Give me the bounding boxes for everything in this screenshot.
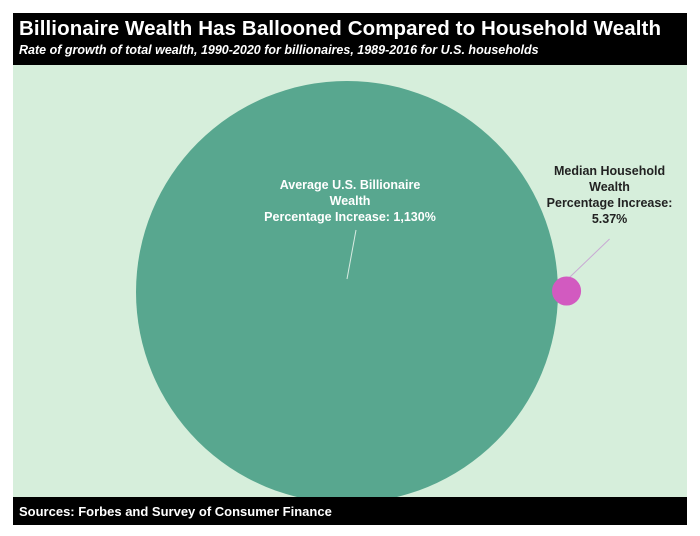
billionaire-label-line: Wealth — [330, 194, 371, 208]
billionaire-label-line: Percentage Increase: 1,130% — [264, 210, 436, 224]
billionaire-label-line: Average U.S. Billionaire — [280, 178, 421, 192]
source-note: Sources: Forbes and Survey of Consumer F… — [19, 504, 332, 519]
billionaire-wealth-bubble — [136, 81, 558, 497]
household-label-line: 5.37% — [592, 212, 627, 226]
chart-subtitle: Rate of growth of total wealth, 1990-202… — [19, 43, 539, 57]
household-wealth-bubble — [552, 276, 582, 306]
chart-frame: Billionaire Wealth Has Ballooned Compare… — [13, 13, 687, 525]
bubble-chart: Average U.S. Billionaire Wealth Percentage… — [136, 81, 673, 497]
household-label-line: Median Household — [554, 164, 665, 178]
chart-title: Billionaire Wealth Has Ballooned Compare… — [19, 17, 662, 40]
plot-area: Average U.S. Billionaire Wealth Percentage… — [13, 65, 687, 497]
chart-footer: Sources: Forbes and Survey of Consumer F… — [13, 497, 687, 525]
chart-header: Billionaire Wealth Has Ballooned Compare… — [13, 13, 687, 65]
billionaire-label-leader — [346, 229, 357, 280]
household-label-line: Percentage Increase: — [547, 196, 673, 210]
household-label-line: Wealth — [589, 180, 630, 194]
